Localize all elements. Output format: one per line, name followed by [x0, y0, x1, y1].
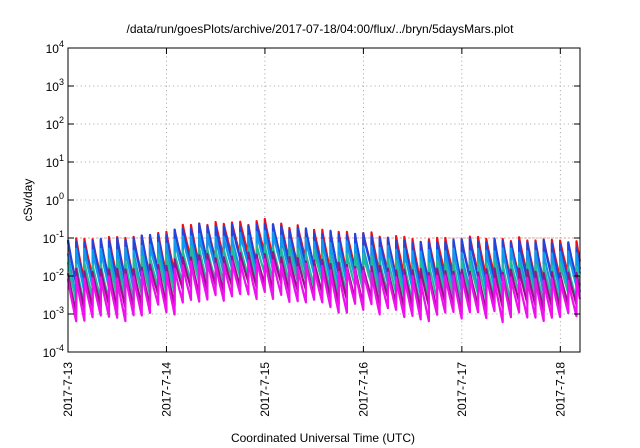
grid-layer — [68, 48, 580, 352]
y-tick-label: 104 — [46, 39, 64, 56]
series-layer — [66, 217, 581, 324]
y-axis-title: cSv/day — [21, 179, 35, 222]
y-tick-label: 103 — [46, 77, 64, 94]
y-tick-label: 101 — [46, 153, 64, 170]
y-tick-label: 100 — [46, 191, 64, 208]
y-tick-label: 10-4 — [43, 343, 64, 360]
y-tick-label: 10-2 — [43, 267, 64, 284]
x-tick-label: 2017-7-18 — [553, 362, 567, 417]
series-line — [66, 251, 581, 314]
tick-layer: 10-4 10-3 10-2 10-1 100 101 102 103 104 2017-7-13… — [43, 39, 580, 417]
y-tick-label: 10-3 — [43, 305, 64, 322]
series-line — [66, 243, 581, 308]
x-tick-label: 2017-7-15 — [258, 362, 272, 417]
x-tick-label: 2017-7-16 — [356, 362, 370, 417]
y-tick-label: 102 — [46, 115, 64, 132]
x-tick-label: 2017-7-13 — [61, 362, 75, 417]
series-line — [66, 258, 581, 324]
y-tick-label: 10-1 — [43, 229, 64, 246]
x-axis-title: Coordinated Universal Time (UTC) — [231, 431, 415, 445]
x-tick-label: 2017-7-17 — [455, 362, 469, 417]
chart-title: /data/run/goesPlots/archive/2017-07-18/0… — [127, 22, 515, 36]
x-tick-label: 2017-7-14 — [159, 362, 173, 417]
series-line — [66, 230, 581, 297]
